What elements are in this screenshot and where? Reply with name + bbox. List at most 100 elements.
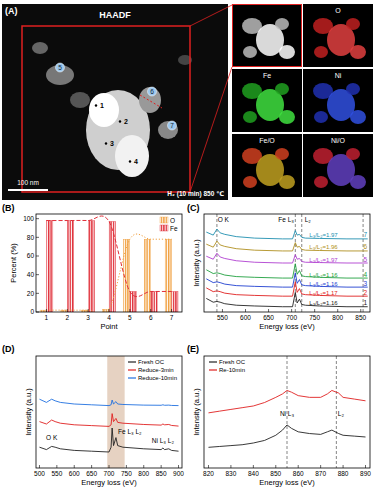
tick-label: 100 bbox=[23, 215, 34, 222]
point-label: 4 bbox=[134, 158, 138, 165]
tick bbox=[36, 237, 39, 238]
point-marker bbox=[119, 120, 121, 122]
tick-label: 40 bbox=[27, 271, 35, 278]
map-region bbox=[275, 148, 289, 160]
tick bbox=[109, 309, 110, 312]
tick bbox=[320, 465, 321, 468]
tick bbox=[245, 309, 246, 312]
legend-swatch bbox=[128, 361, 136, 362]
reference-line bbox=[295, 214, 296, 312]
panel-label: (C) bbox=[187, 203, 200, 213]
tick-label: 5 bbox=[128, 314, 132, 321]
tick bbox=[46, 309, 47, 312]
tick-label: 6 bbox=[149, 314, 153, 321]
tick bbox=[171, 309, 172, 312]
tick bbox=[129, 309, 130, 312]
legend-swatch bbox=[128, 377, 136, 378]
tick bbox=[230, 465, 231, 468]
plot-area bbox=[206, 214, 367, 312]
bar bbox=[165, 239, 171, 312]
frame bbox=[36, 356, 182, 468]
frame bbox=[204, 356, 370, 468]
panel-label: (A) bbox=[5, 6, 18, 16]
particle bbox=[139, 87, 161, 113]
map-label: Fe bbox=[263, 72, 271, 79]
series-label: 1 bbox=[363, 299, 367, 306]
tick-label: 870 bbox=[315, 470, 326, 477]
reference-line bbox=[301, 214, 302, 312]
scale-label: 100 nm bbox=[17, 179, 39, 186]
zoom-frame bbox=[233, 5, 302, 67]
tick-label: 7 bbox=[170, 314, 174, 321]
series-label: 4 bbox=[363, 271, 367, 278]
legend-swatch bbox=[128, 369, 136, 370]
tick bbox=[314, 309, 315, 312]
tick-label: 850 bbox=[156, 470, 167, 477]
tick bbox=[39, 465, 40, 468]
point-label: 6 bbox=[150, 88, 154, 95]
series-line bbox=[206, 273, 367, 287]
map-region bbox=[275, 83, 289, 95]
tick-label: 500 bbox=[34, 470, 45, 477]
series-label: 5 bbox=[363, 256, 367, 263]
tick-label: 840 bbox=[248, 470, 259, 477]
scale-bar bbox=[8, 189, 48, 191]
tick-label: 80 bbox=[27, 234, 35, 241]
series-annotation: L₃/L₂=1.97 bbox=[309, 257, 338, 263]
map-region bbox=[346, 18, 360, 30]
tick bbox=[150, 309, 151, 312]
map-region bbox=[243, 111, 257, 123]
tick bbox=[253, 465, 254, 468]
highlight bbox=[107, 356, 124, 468]
bar bbox=[151, 291, 157, 312]
tick-label: 600 bbox=[69, 470, 80, 477]
map-background bbox=[232, 69, 302, 132]
map-tile bbox=[232, 4, 302, 67]
map-tile: Ni/O bbox=[303, 134, 373, 197]
tick-label: 850 bbox=[270, 470, 281, 477]
legend-label: Fe bbox=[170, 225, 178, 232]
point-marker bbox=[95, 104, 97, 106]
tick-label: 860 bbox=[293, 470, 304, 477]
series-line bbox=[206, 253, 367, 263]
series-label: 6 bbox=[363, 243, 367, 250]
map-region bbox=[350, 175, 366, 189]
map-label: Ni bbox=[335, 72, 342, 79]
panel: (C)550600650700750800850Energy loss (eV)… bbox=[187, 203, 370, 331]
point-label: 5 bbox=[58, 64, 62, 71]
series-line bbox=[39, 428, 178, 452]
series-annotation: L₃/L₂=1.16 bbox=[309, 281, 338, 287]
map-region bbox=[350, 110, 366, 124]
tick-label: 700 bbox=[286, 314, 297, 321]
annotation: Ni L₃ bbox=[280, 410, 295, 417]
legend-label: Re-10min bbox=[219, 367, 245, 373]
map-background bbox=[303, 134, 373, 197]
tick bbox=[36, 256, 39, 257]
series-label: 2 bbox=[363, 289, 367, 296]
map-region bbox=[346, 83, 360, 95]
tick-label: 3 bbox=[86, 314, 90, 321]
point-marker bbox=[129, 160, 131, 162]
particle bbox=[70, 92, 90, 108]
point-label: 2 bbox=[124, 118, 128, 125]
image-panel: 1234567(A)HAADF100 nmH₂ (10 min) 850 ℃OF… bbox=[2, 4, 373, 200]
particle bbox=[115, 135, 149, 177]
map-tile: Ni bbox=[303, 69, 373, 132]
map-region bbox=[314, 111, 328, 123]
axis-label: Energy loss (eV) bbox=[81, 478, 137, 487]
map-label: O bbox=[335, 7, 341, 14]
tick bbox=[36, 312, 39, 313]
series-line bbox=[206, 292, 367, 306]
tick-label: 880 bbox=[338, 470, 349, 477]
map-region bbox=[279, 110, 295, 124]
tick-label: 800 bbox=[138, 470, 149, 477]
panel-label: (E) bbox=[187, 344, 199, 354]
axis-label: Point bbox=[100, 322, 118, 331]
tick-label: 750 bbox=[121, 470, 132, 477]
tick-label: 550 bbox=[217, 314, 228, 321]
tick bbox=[109, 465, 110, 468]
legend-label: Reduce-3min bbox=[138, 367, 174, 373]
bar bbox=[172, 291, 178, 312]
tick bbox=[268, 309, 269, 312]
annotation: O K bbox=[46, 434, 58, 441]
